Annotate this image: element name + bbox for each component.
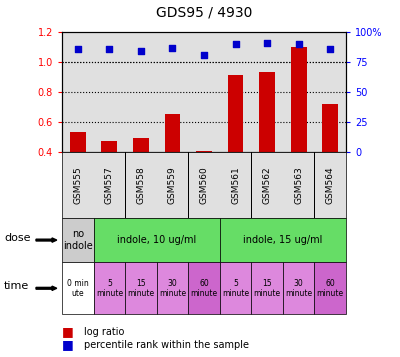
Bar: [196, 151, 212, 152]
Text: ■: ■: [62, 338, 74, 351]
Point: [327, 46, 334, 52]
Point: [232, 41, 239, 47]
Point: [201, 52, 207, 58]
Text: GSM564: GSM564: [326, 166, 335, 203]
Bar: [70, 132, 86, 152]
Text: 0 min
ute: 0 min ute: [67, 278, 89, 298]
Text: time: time: [4, 281, 29, 292]
Text: 5
minute: 5 minute: [222, 278, 249, 298]
Point: [138, 49, 144, 54]
Text: 60
minute: 60 minute: [317, 278, 344, 298]
Bar: [164, 114, 180, 152]
Bar: [291, 47, 306, 152]
Text: GSM557: GSM557: [105, 166, 114, 203]
Point: [106, 46, 112, 52]
Text: indole, 10 ug/ml: indole, 10 ug/ml: [117, 235, 196, 245]
Point: [264, 40, 270, 46]
Point: [296, 41, 302, 47]
Text: GSM563: GSM563: [294, 166, 303, 203]
Bar: [259, 72, 275, 152]
Text: 15
minute: 15 minute: [254, 278, 281, 298]
Text: GSM561: GSM561: [231, 166, 240, 203]
Text: 60
minute: 60 minute: [190, 278, 218, 298]
Text: 5
minute: 5 minute: [96, 278, 123, 298]
Text: 30
minute: 30 minute: [285, 278, 312, 298]
Text: percentile rank within the sample: percentile rank within the sample: [84, 340, 249, 350]
Text: GSM560: GSM560: [200, 166, 208, 203]
Text: no
indole: no indole: [63, 229, 93, 251]
Text: ■: ■: [62, 326, 74, 338]
Text: GDS95 / 4930: GDS95 / 4930: [156, 5, 252, 20]
Text: dose: dose: [4, 233, 30, 243]
Text: 30
minute: 30 minute: [159, 278, 186, 298]
Bar: [133, 138, 149, 152]
Text: GSM555: GSM555: [73, 166, 82, 203]
Text: log ratio: log ratio: [84, 327, 124, 337]
Bar: [102, 141, 117, 152]
Text: 15
minute: 15 minute: [127, 278, 154, 298]
Bar: [322, 104, 338, 152]
Bar: [228, 75, 244, 152]
Text: GSM558: GSM558: [136, 166, 145, 203]
Point: [169, 45, 176, 51]
Text: GSM559: GSM559: [168, 166, 177, 203]
Text: GSM562: GSM562: [263, 166, 272, 203]
Point: [74, 46, 81, 52]
Text: indole, 15 ug/ml: indole, 15 ug/ml: [243, 235, 322, 245]
